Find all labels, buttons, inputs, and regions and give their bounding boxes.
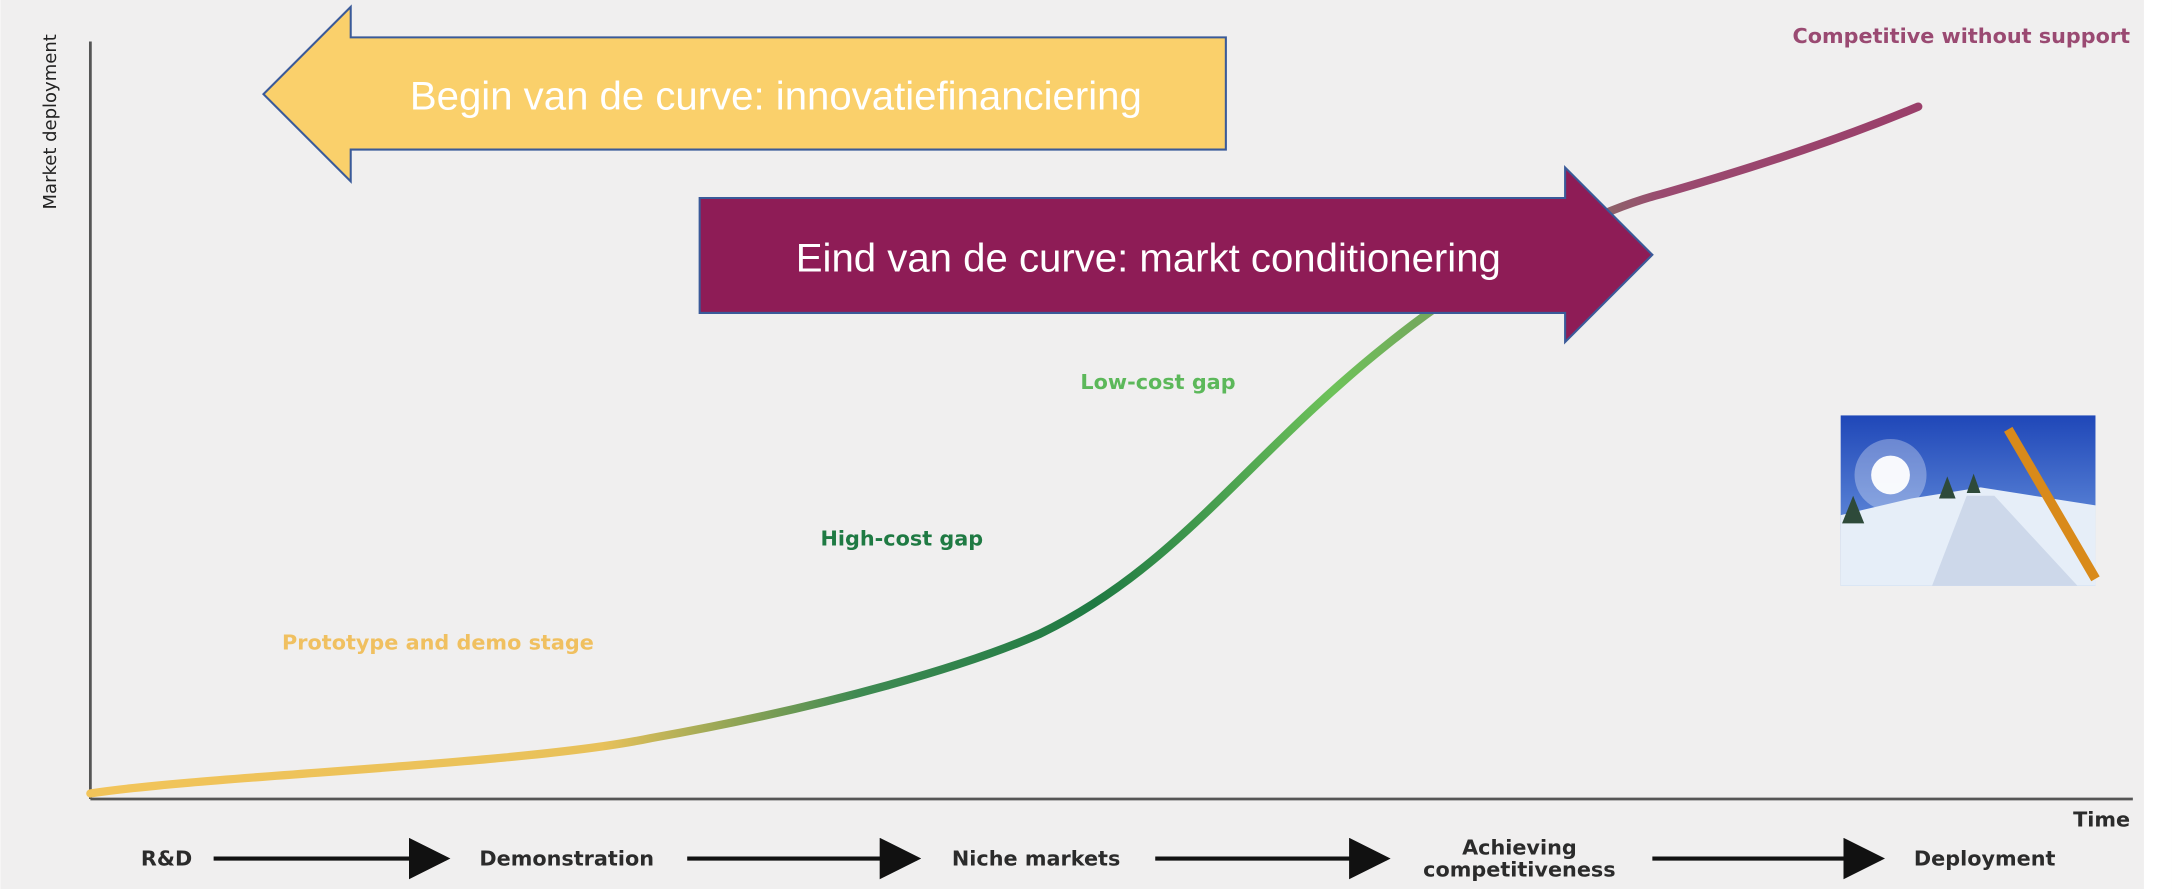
- margin: [2144, 0, 2172, 889]
- annotation: High-cost gap: [821, 527, 984, 551]
- annotation: Prototype and demo stage: [282, 630, 594, 654]
- stage-label: Deployment: [1914, 846, 2056, 870]
- stage-label: Demonstration: [479, 846, 654, 870]
- annotation: Competitive without support: [1793, 24, 2131, 48]
- page: {"axes": {"y_label": "Market deployment"…: [0, 0, 2172, 889]
- stage-label: Achieving: [1462, 835, 1577, 859]
- y-axis-label: Market deployment: [40, 34, 61, 209]
- photo: [1841, 415, 2096, 585]
- banner-text: Begin van de curve: innovatiefinancierin…: [410, 73, 1142, 118]
- stage-label: competitiveness: [1423, 858, 1615, 882]
- banner-text: Eind van de curve: markt conditionering: [796, 235, 1501, 280]
- annotation: Low-cost gap: [1080, 370, 1235, 394]
- stage-label: Niche markets: [952, 846, 1120, 870]
- diagram: Market deployment Time Competitive witho…: [0, 0, 2172, 889]
- stage-label: R&D: [141, 846, 192, 870]
- x-axis-label: Time: [2073, 808, 2130, 832]
